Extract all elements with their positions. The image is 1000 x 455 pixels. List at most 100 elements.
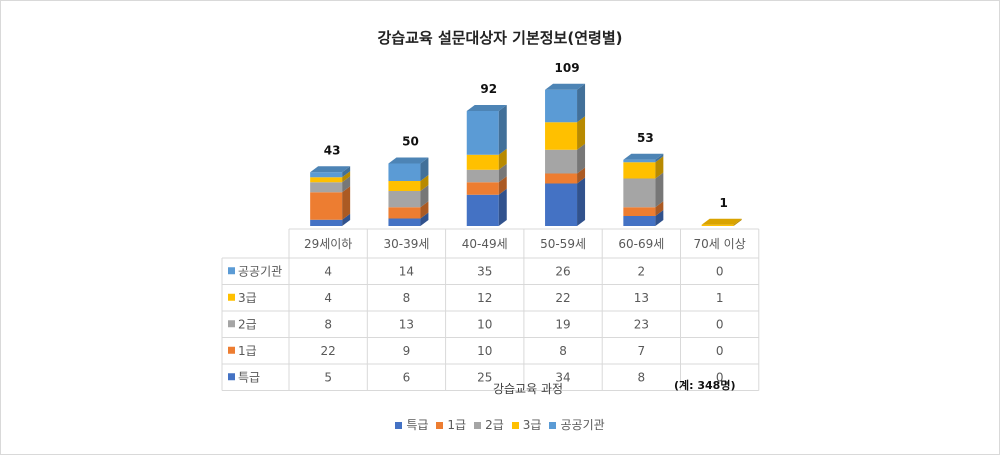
legend-swatch <box>549 422 557 429</box>
legend-label: 3급 <box>522 418 542 432</box>
table-cell: 13 <box>399 317 414 331</box>
bar-top-60-69세 <box>623 153 664 160</box>
table-cell: 4 <box>324 291 332 305</box>
legend-item: 3급 <box>511 416 542 433</box>
row-key-특급 <box>228 373 235 381</box>
bar-side-29세이하-공공기관 <box>342 166 351 178</box>
table-cell: 13 <box>634 291 649 305</box>
bar-side-60-69세-특급 <box>655 210 664 226</box>
bar-side-29세이하-3급 <box>342 171 351 183</box>
bar-top-50-59세 <box>545 83 586 90</box>
total-label-70세 이상: 1 <box>719 196 727 210</box>
bar-side-70세 이상-3급 <box>733 218 742 226</box>
table-cell: 0 <box>716 317 724 331</box>
row-key-1급 <box>228 346 235 354</box>
bar-side-29세이하-1급 <box>342 186 351 220</box>
legend-label: 1급 <box>447 418 467 432</box>
bar-side-30-39세-특급 <box>420 212 429 226</box>
table-cell: 6 <box>403 370 411 384</box>
bar-side-40-49세-1급 <box>498 176 507 195</box>
total-label-40-49세: 92 <box>480 82 497 96</box>
bar-29세이하-특급 <box>310 219 343 226</box>
table-cell: 25 <box>477 370 492 384</box>
bar-30-39세-1급 <box>388 207 421 219</box>
table-cell: 5 <box>324 370 332 384</box>
table-cell: 8 <box>559 344 567 358</box>
bar-side-30-39세-공공기관 <box>420 157 429 181</box>
legend-label: 특급 <box>406 418 429 432</box>
bar-side-29세이하-2급 <box>342 176 351 193</box>
bar-29세이하-공공기관 <box>310 172 343 178</box>
bar-top-40-49세 <box>466 105 507 111</box>
bar-50-59세-특급 <box>545 183 578 226</box>
bar-side-40-49세-공공기관 <box>498 105 507 155</box>
table-cell: 8 <box>638 370 646 384</box>
bar-50-59세-공공기관 <box>545 89 578 123</box>
table-cell: 8 <box>403 291 411 305</box>
category-label: 60-69세 <box>618 237 664 251</box>
bar-side-30-39세-2급 <box>420 185 429 208</box>
bar-top-29세이하 <box>310 166 351 173</box>
bar-40-49세-2급 <box>466 169 499 183</box>
legend-label: 공공기관 <box>560 418 605 432</box>
bar-60-69세-공공기관 <box>623 159 656 163</box>
bar-40-49세-3급 <box>466 154 499 170</box>
bar-side-40-49세-2급 <box>498 163 507 183</box>
bar-60-69세-3급 <box>623 162 656 179</box>
bar-50-59세-2급 <box>545 149 578 174</box>
category-label: 30-39세 <box>383 237 429 251</box>
table-cell: 22 <box>555 291 570 305</box>
legend-item: 1급 <box>436 416 466 433</box>
table-cell: 19 <box>555 317 570 331</box>
bar-70세 이상-3급 <box>701 224 734 226</box>
bar-side-30-39세-1급 <box>420 201 429 219</box>
bar-30-39세-특급 <box>388 218 421 226</box>
table-cell: 1 <box>716 291 724 305</box>
legend-item: 2급 <box>474 416 504 433</box>
legend-label: 2급 <box>485 418 504 432</box>
total-note: (계: 348명) <box>674 379 736 392</box>
bar-side-50-59세-1급 <box>577 167 586 184</box>
table-cell: 0 <box>716 264 724 278</box>
row-key-3급 <box>228 293 235 301</box>
legend: 특급 1급 2급 3급 공공기관 <box>0 416 1000 433</box>
bar-side-30-39세-3급 <box>420 175 429 191</box>
legend-swatch <box>511 422 519 429</box>
bar-40-49세-공공기관 <box>466 111 499 155</box>
table-cell: 12 <box>477 291 492 305</box>
bar-29세이하-3급 <box>310 177 343 183</box>
table-cell: 14 <box>399 264 414 278</box>
category-label: 40-49세 <box>462 237 508 251</box>
table-cell: 9 <box>403 344 411 358</box>
row-label: 특급 <box>238 370 260 384</box>
category-label: 70세 이상 <box>694 237 746 251</box>
total-label-29세이하: 43 <box>324 143 341 157</box>
bar-40-49세-특급 <box>466 194 499 226</box>
table-cell: 7 <box>638 344 646 358</box>
bar-side-50-59세-공공기관 <box>577 83 586 123</box>
legend-item: 공공기관 <box>549 416 605 433</box>
table-cell: 4 <box>324 264 332 278</box>
table-cell: 8 <box>324 317 332 331</box>
legend-swatch <box>395 422 403 429</box>
total-label-30-39세: 50 <box>402 135 419 149</box>
table-cell: 26 <box>555 264 570 278</box>
bar-side-50-59세-2급 <box>577 143 586 174</box>
table-cell: 2 <box>638 264 646 278</box>
row-key-2급 <box>228 320 235 328</box>
bar-side-60-69세-3급 <box>655 156 664 179</box>
table-cell: 34 <box>555 370 570 384</box>
table-cell: 10 <box>477 317 492 331</box>
category-label: 29세이하 <box>304 237 352 251</box>
legend-swatch <box>474 422 482 429</box>
row-label: 1급 <box>238 344 257 358</box>
bar-side-50-59세-특급 <box>577 177 586 226</box>
table-cell: 0 <box>716 370 724 384</box>
bar-60-69세-1급 <box>623 207 656 216</box>
bar-30-39세-공공기관 <box>388 163 421 181</box>
bar-top-30-39세 <box>388 157 429 164</box>
table-cell: 10 <box>477 344 492 358</box>
bar-side-60-69세-1급 <box>655 201 664 216</box>
legend-swatch <box>436 422 444 429</box>
